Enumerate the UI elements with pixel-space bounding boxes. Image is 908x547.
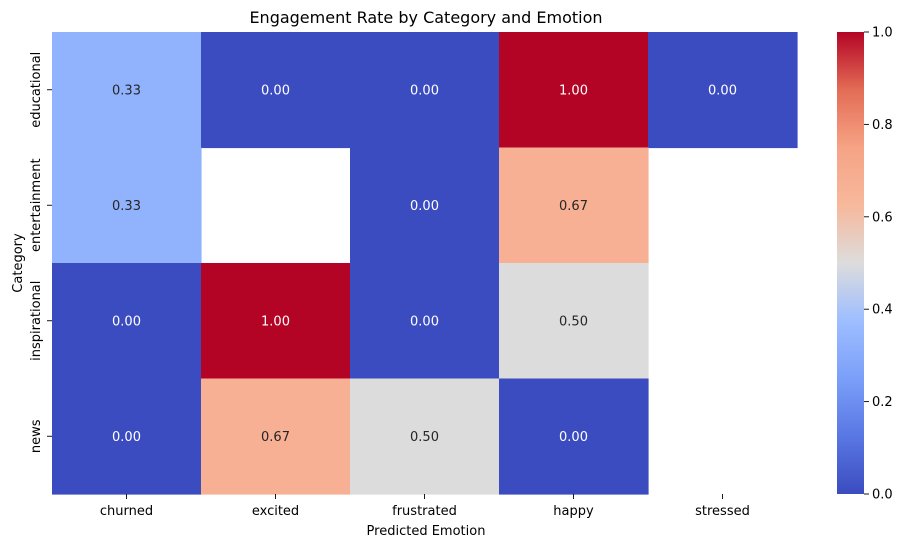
- cell-label: 0.00: [410, 314, 439, 329]
- x-axis: churned excited frustrated happy stressed: [100, 494, 750, 519]
- heatmap-cell: [350, 263, 500, 380]
- heatmap-cell: [52, 263, 202, 380]
- y-axis-label: Category: [11, 233, 26, 293]
- colorbar-tick-label: 0.8: [872, 118, 893, 133]
- colorbar-tick-label: 0.6: [872, 210, 893, 225]
- colorbar: [837, 32, 864, 494]
- cell-label: 1.00: [559, 83, 588, 98]
- heatmap-cell: [52, 32, 202, 149]
- heatmap-cell: [350, 378, 500, 495]
- heatmap-cell: [648, 32, 798, 149]
- heatmap-cell: [499, 32, 649, 149]
- y-tick-label: educational: [29, 52, 44, 128]
- heatmap-cell: [201, 378, 351, 495]
- colorbar-tick-label: 0.2: [872, 395, 893, 410]
- colorbar-tick-label: 0.0: [872, 488, 893, 503]
- chart-title: Engagement Rate by Category and Emotion: [249, 8, 602, 27]
- x-axis-label: Predicted Emotion: [367, 524, 486, 539]
- colorbar-tick-label: 0.4: [872, 303, 893, 318]
- cell-label: 0.00: [261, 83, 290, 98]
- cell-label: 0.00: [112, 314, 141, 329]
- x-tick-label: happy: [553, 504, 594, 519]
- y-tick-label: inspirational: [29, 281, 44, 361]
- heatmap-cell: [201, 32, 351, 149]
- heatmap-cell: [350, 32, 500, 149]
- x-tick-label: excited: [252, 504, 299, 519]
- cell-label: 1.00: [261, 314, 290, 329]
- cell-label: 0.00: [559, 430, 588, 445]
- heatmap-cell: [499, 378, 649, 495]
- y-axis: educational entertainment inspirational new…: [29, 52, 52, 453]
- y-tick-label: news: [29, 419, 44, 453]
- heatmap-cell: [52, 378, 202, 495]
- heatmap-cell: [499, 263, 649, 380]
- cell-label: 0.00: [112, 430, 141, 445]
- heatmap-cell: [201, 263, 351, 380]
- cell-label: 0.00: [708, 83, 737, 98]
- heatmap-cell: [350, 147, 500, 264]
- heatmap-cell-labels: 0.33 0.00 0.00 1.00 0.00 0.33 0.00 0.67 0.00 1.00…: [112, 83, 737, 445]
- cell-label: 0.33: [112, 199, 141, 214]
- y-tick-label: entertainment: [29, 158, 44, 252]
- colorbar-axis: 0.0 0.2 0.4 0.6 0.8 1.0: [864, 26, 893, 503]
- x-tick-label: stressed: [695, 504, 750, 519]
- cell-label: 0.67: [559, 199, 588, 214]
- colorbar-tick-label: 1.0: [872, 26, 893, 41]
- cell-label: 0.00: [410, 199, 439, 214]
- heatmap-cell: [499, 147, 649, 264]
- heatmap-cell: [52, 147, 202, 264]
- cell-label: 0.50: [410, 430, 439, 445]
- cell-label: 0.50: [559, 314, 588, 329]
- cell-label: 0.67: [261, 430, 290, 445]
- x-tick-label: frustrated: [392, 504, 457, 519]
- x-tick-label: churned: [100, 504, 153, 519]
- heatmap-cells: [52, 32, 798, 495]
- cell-label: 0.00: [410, 83, 439, 98]
- cell-label: 0.33: [112, 83, 141, 98]
